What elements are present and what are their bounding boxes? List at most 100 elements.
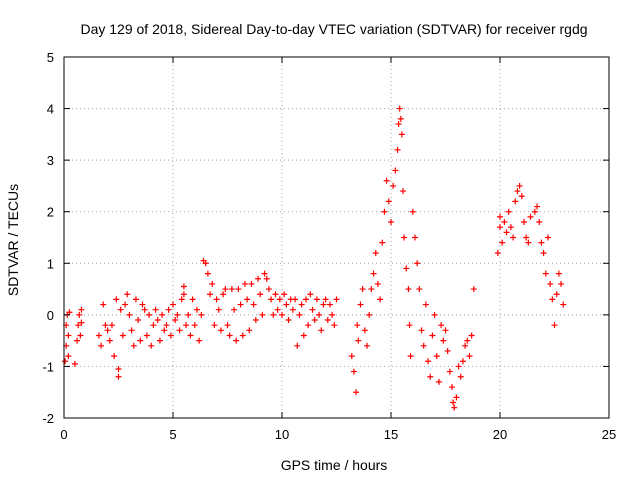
- data-point: [558, 280, 565, 287]
- data-point: [313, 296, 320, 303]
- data-point: [309, 306, 316, 313]
- data-point: [248, 280, 255, 287]
- data-point: [163, 322, 170, 329]
- data-point: [418, 327, 425, 334]
- data-point: [239, 332, 246, 339]
- data-point: [196, 337, 203, 344]
- data-point: [429, 332, 436, 339]
- y-tick-label: 5: [47, 50, 54, 65]
- data-point: [405, 286, 412, 293]
- data-point: [433, 353, 440, 360]
- data-point: [268, 296, 275, 303]
- data-point: [202, 260, 209, 267]
- data-point: [357, 301, 364, 308]
- data-point: [392, 167, 399, 174]
- data-point: [255, 275, 262, 282]
- data-point: [370, 270, 377, 277]
- data-point: [395, 121, 402, 128]
- data-point: [259, 311, 266, 318]
- data-point: [274, 306, 281, 313]
- data-point: [185, 311, 192, 318]
- data-point: [544, 234, 551, 241]
- data-point: [549, 296, 556, 303]
- data-point: [137, 337, 144, 344]
- data-point: [420, 342, 427, 349]
- data-point: [446, 368, 453, 375]
- data-point: [263, 275, 270, 282]
- y-tick-label: 2: [47, 205, 54, 220]
- data-point: [124, 291, 131, 298]
- data-point: [106, 337, 113, 344]
- data-point: [438, 322, 445, 329]
- data-point: [241, 280, 248, 287]
- data-point: [331, 322, 338, 329]
- data-point: [329, 311, 336, 318]
- data-point: [75, 322, 82, 329]
- tick-layer: 0 5 10 15 20 25 -2 -1 0 1 2 3 4 5: [42, 50, 616, 442]
- data-point: [422, 301, 429, 308]
- data-point: [296, 311, 303, 318]
- data-point: [65, 332, 72, 339]
- data-point: [464, 337, 471, 344]
- x-tick-label: 15: [384, 427, 398, 442]
- data-point: [113, 296, 120, 303]
- data-point: [401, 234, 408, 241]
- data-point: [250, 301, 257, 308]
- data-point: [226, 332, 233, 339]
- data-point: [525, 239, 532, 246]
- data-point: [167, 332, 174, 339]
- data-point: [451, 404, 458, 411]
- data-point: [152, 306, 159, 313]
- data-point: [364, 342, 371, 349]
- data-point: [215, 306, 222, 313]
- data-point: [403, 265, 410, 272]
- data-point: [381, 208, 388, 215]
- data-point: [450, 399, 457, 406]
- data-point: [237, 301, 244, 308]
- data-point: [505, 208, 512, 215]
- data-point: [281, 291, 288, 298]
- data-point: [126, 311, 133, 318]
- data-point: [388, 219, 394, 226]
- data-point: [148, 342, 155, 349]
- data-point: [62, 358, 69, 365]
- data-point: [95, 332, 102, 339]
- data-point: [520, 219, 527, 226]
- data-point: [302, 296, 309, 303]
- data-point: [326, 301, 333, 308]
- data-point: [442, 327, 449, 334]
- data-point: [161, 327, 168, 334]
- data-point: [459, 358, 466, 365]
- data-point: [224, 322, 231, 329]
- data-point: [246, 327, 253, 334]
- y-axis-label: SDTVAR / TECUs: [5, 184, 21, 296]
- data-point: [383, 177, 390, 184]
- y-tick-label: 0: [47, 308, 54, 323]
- data-point: [553, 291, 560, 298]
- data-point: [503, 229, 510, 236]
- data-point: [427, 373, 434, 380]
- data-point: [411, 234, 418, 241]
- data-point: [555, 270, 562, 277]
- x-tick-label: 20: [493, 427, 507, 442]
- data-point: [119, 332, 126, 339]
- data-point: [497, 224, 503, 231]
- data-point: [98, 342, 105, 349]
- data-point: [132, 296, 139, 303]
- data-point: [377, 296, 384, 303]
- data-point: [399, 188, 406, 195]
- data-point: [501, 219, 508, 226]
- data-point: [470, 286, 477, 293]
- data-point: [231, 306, 238, 313]
- data-point: [178, 296, 185, 303]
- data-point: [333, 296, 340, 303]
- data-point: [354, 322, 361, 329]
- data-point: [499, 239, 506, 246]
- data-point: [222, 286, 229, 293]
- data-point: [176, 327, 183, 334]
- data-point: [444, 347, 451, 354]
- data-point: [207, 291, 214, 298]
- data-point: [523, 234, 530, 241]
- data-point: [272, 291, 279, 298]
